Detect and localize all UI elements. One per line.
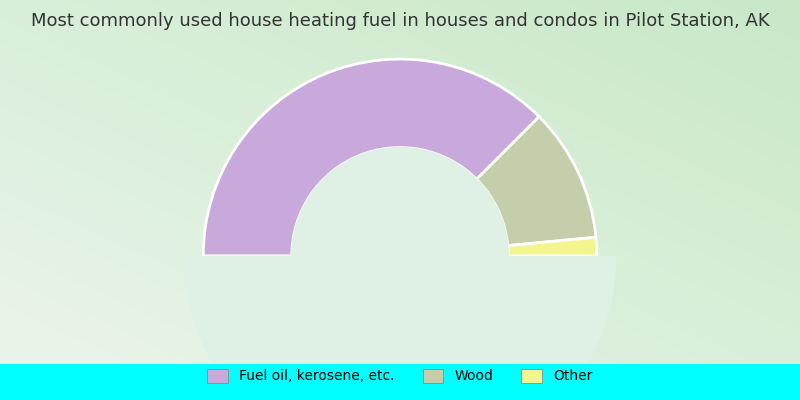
Legend: Fuel oil, kerosene, etc., Wood, Other: Fuel oil, kerosene, etc., Wood, Other xyxy=(202,363,598,389)
Wedge shape xyxy=(477,117,596,246)
Wedge shape xyxy=(508,237,597,256)
Wedge shape xyxy=(183,256,617,400)
Text: Most commonly used house heating fuel in houses and condos in Pilot Station, AK: Most commonly used house heating fuel in… xyxy=(30,12,770,30)
Wedge shape xyxy=(203,59,539,256)
Circle shape xyxy=(292,148,508,364)
